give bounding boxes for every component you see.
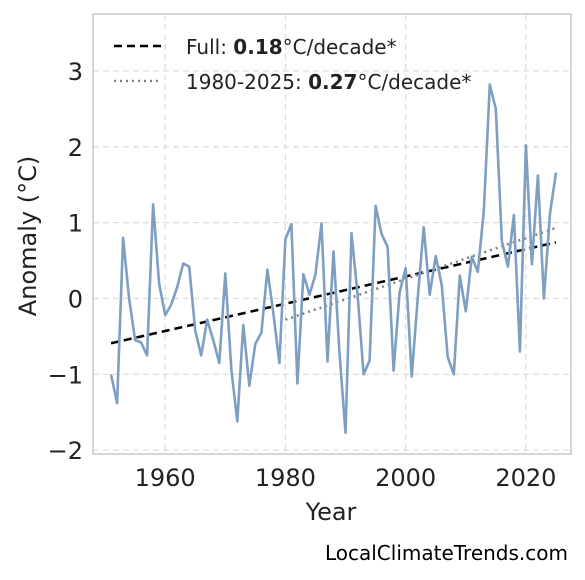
- legend-recent-value: 0.27: [308, 70, 357, 94]
- source-credit: LocalClimateTrends.com: [325, 541, 568, 565]
- x-axis-label: Year: [305, 498, 357, 526]
- anomaly-series-line: [109, 83, 558, 435]
- x-tick-label: 1980: [255, 464, 316, 492]
- x-tick-label: 2000: [375, 464, 436, 492]
- legend: Full: 0.18°C/decade* 1980-2025: 0.27°C/d…: [114, 35, 471, 94]
- series-lines: [109, 83, 558, 435]
- legend-full-label: Full:: [186, 35, 233, 59]
- trend-line-full: [110, 241, 557, 345]
- y-tick-label: 3: [68, 58, 83, 86]
- y-tick-label: 1: [68, 210, 83, 238]
- x-tick-label: 1960: [135, 464, 196, 492]
- y-tick-label: −1: [48, 361, 83, 389]
- legend-recent-unit: °C/decade*: [357, 70, 471, 94]
- legend-full-value: 0.18: [233, 35, 282, 59]
- plot-frame: [92, 13, 572, 455]
- x-tick-labels: 1960 1980 2000 2020: [135, 464, 557, 492]
- x-tick-label: 2020: [495, 464, 556, 492]
- trend-lines: [110, 226, 557, 345]
- y-tick-labels: −2 −1 0 1 2 3: [48, 58, 83, 465]
- legend-full-unit: °C/decade*: [283, 35, 397, 59]
- y-tick-label: −2: [48, 437, 83, 465]
- y-tick-label: 0: [68, 285, 83, 313]
- legend-recent-label: 1980-2025:: [186, 70, 308, 94]
- legend-entry-full: Full: 0.18°C/decade*: [186, 35, 397, 59]
- grid: [93, 14, 571, 454]
- y-tick-label: 2: [68, 134, 83, 162]
- y-axis-label: Anomaly (°C): [14, 156, 42, 316]
- legend-entry-recent: 1980-2025: 0.27°C/decade*: [186, 70, 471, 94]
